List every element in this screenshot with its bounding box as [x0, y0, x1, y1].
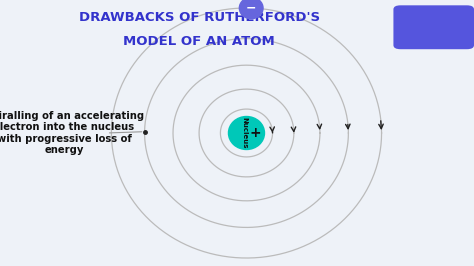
Text: DRAWBACKS OF RUTHERFORD'S: DRAWBACKS OF RUTHERFORD'S: [79, 11, 319, 24]
Text: teach: teach: [416, 22, 450, 32]
Text: Nucleus: Nucleus: [241, 117, 247, 149]
Text: oo: oo: [438, 22, 451, 32]
Ellipse shape: [239, 0, 263, 19]
Text: MODEL OF AN ATOM: MODEL OF AN ATOM: [123, 35, 275, 48]
Text: +: +: [249, 126, 261, 140]
Text: −: −: [246, 2, 256, 15]
Text: Electron: Electron: [258, 0, 301, 2]
FancyBboxPatch shape: [393, 5, 474, 49]
Ellipse shape: [228, 117, 264, 149]
Text: Spiralling of an accelerating
electron into the nucleus
with progressive loss of: Spiralling of an accelerating electron i…: [0, 111, 144, 155]
